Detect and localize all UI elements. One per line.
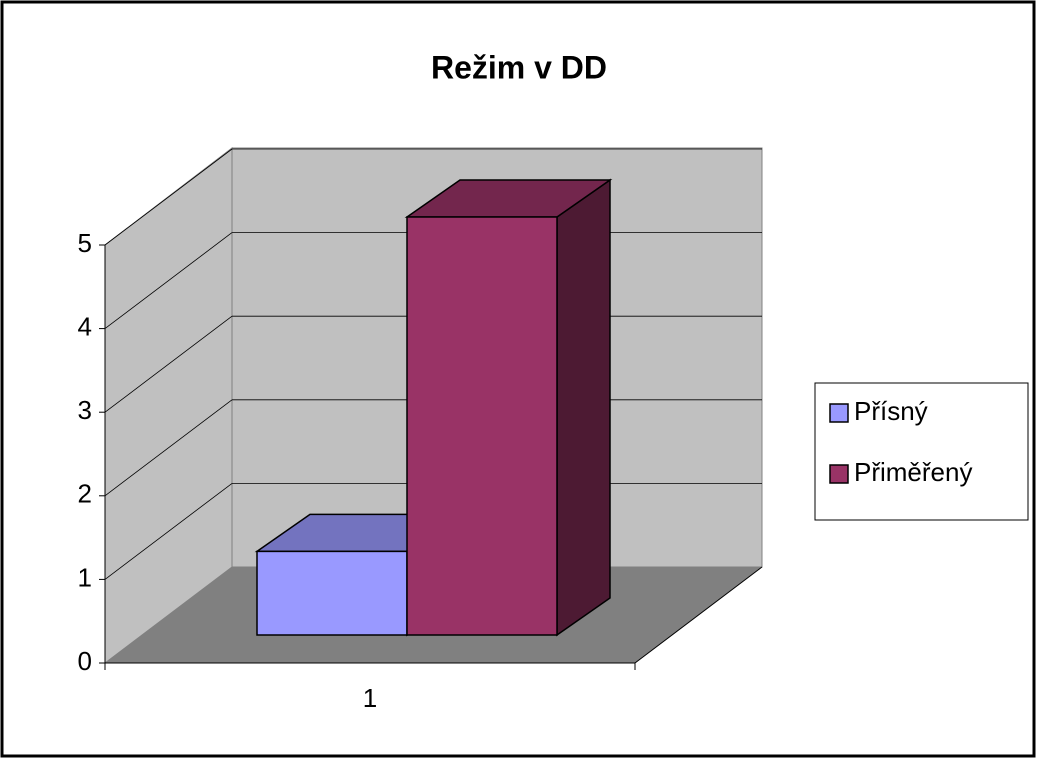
x-tick-label: 1	[363, 683, 377, 713]
bar	[256, 550, 408, 636]
grid-line	[104, 399, 233, 497]
legend-swatch	[829, 403, 849, 423]
y-tick-label: 4	[78, 311, 92, 341]
x-axis-depth	[634, 566, 763, 664]
chart-title: Režim v DD	[431, 49, 607, 85]
grid-line	[104, 232, 233, 329]
legend-label: Přísný	[854, 396, 928, 426]
y-tick-label: 3	[78, 395, 92, 425]
y-tick-label: 0	[78, 646, 92, 676]
bar-side	[556, 178, 611, 637]
legend-box	[814, 382, 1029, 521]
y-tick-label: 2	[78, 479, 92, 509]
grid-line	[104, 315, 233, 413]
grid-line	[104, 483, 233, 580]
legend-label: Přiměřený	[854, 457, 972, 487]
legend-swatch	[829, 464, 849, 484]
bar	[406, 216, 558, 636]
y-tick-label: 5	[78, 228, 92, 258]
y-tick-label: 1	[78, 562, 92, 592]
grid-line	[104, 148, 233, 246]
